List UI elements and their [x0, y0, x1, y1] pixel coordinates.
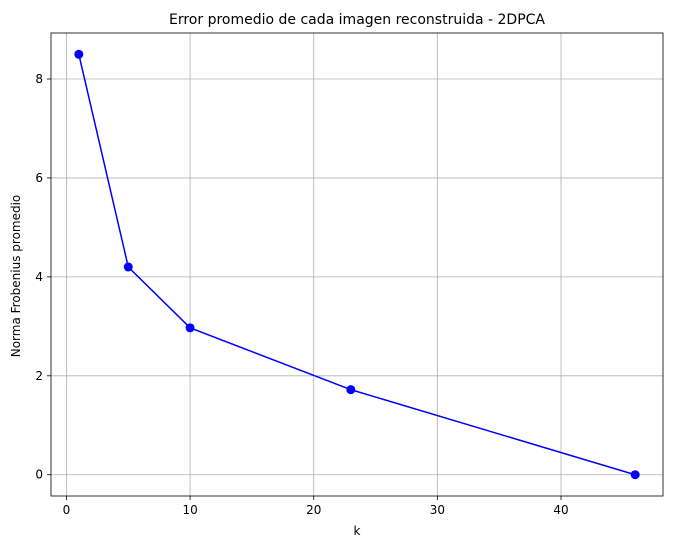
x-tick-label: 10 [182, 503, 197, 517]
y-tick-label: 4 [35, 270, 43, 284]
x-tick-label: 20 [306, 503, 321, 517]
y-axis-label: Norma Frobenius promedio [9, 195, 23, 358]
chart-title: Error promedio de cada imagen reconstrui… [169, 12, 545, 28]
data-point [630, 470, 640, 480]
x-tick-label: 0 [63, 503, 71, 517]
grid [51, 33, 663, 496]
y-tick-label: 0 [35, 468, 43, 482]
data-point [346, 385, 356, 395]
data-point [74, 49, 84, 59]
series-layer [74, 49, 640, 480]
y-tick-label: 8 [35, 72, 43, 86]
y-axis-ticks: 0 2 4 6 8 [35, 72, 51, 482]
x-tick-label: 40 [553, 503, 568, 517]
y-tick-label: 2 [35, 369, 43, 383]
plot-area-frame [50, 32, 664, 497]
x-tick-label: 30 [430, 503, 445, 517]
data-point [123, 262, 133, 272]
x-axis-ticks: 0 10 20 30 40 [63, 496, 569, 517]
x-axis-label: k [354, 524, 361, 538]
y-tick-label: 6 [35, 171, 43, 185]
data-point [185, 323, 195, 333]
